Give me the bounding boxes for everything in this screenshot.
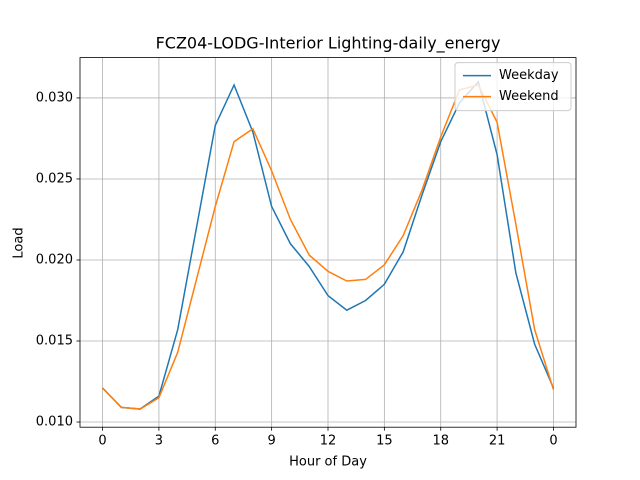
x-tick-label: 21 — [489, 434, 506, 449]
y-tick-label: 0.015 — [36, 333, 73, 348]
plot-frame — [79, 57, 577, 428]
x-tick-label: 0 — [549, 434, 557, 449]
y-axis-label: Load — [12, 227, 27, 258]
x-tick-label: 18 — [432, 434, 449, 449]
legend-label: Weekday — [499, 68, 559, 83]
legend-box — [454, 62, 572, 112]
y-tick-label: 0.030 — [36, 90, 73, 105]
x-tick-label: 6 — [211, 434, 219, 449]
x-tick-label: 9 — [267, 434, 275, 449]
y-tick-label: 0.025 — [36, 171, 73, 186]
x-tick-label: 3 — [155, 434, 163, 449]
y-tick-label: 0.010 — [36, 415, 73, 430]
x-tick-label: 12 — [320, 434, 337, 449]
legend-label: Weekend — [499, 89, 559, 104]
y-tick-label: 0.020 — [36, 252, 73, 267]
x-axis-label: Hour of Day — [289, 455, 367, 470]
x-tick-label: 15 — [376, 434, 393, 449]
chart-title: FCZ04-LODG-Interior Lighting-daily_energ… — [156, 34, 501, 54]
x-tick-label: 0 — [98, 434, 106, 449]
